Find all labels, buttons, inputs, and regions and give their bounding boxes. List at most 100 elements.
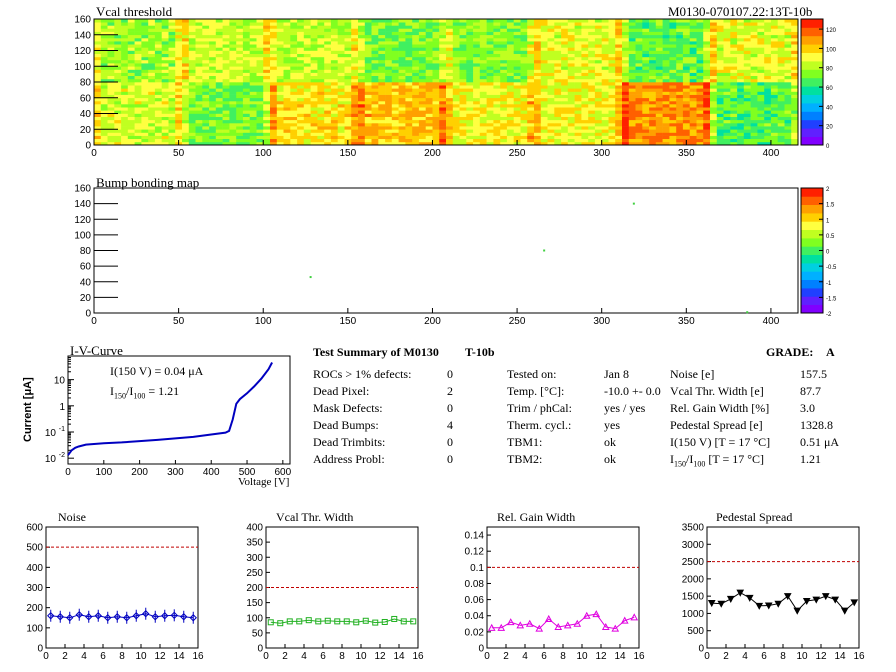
heatmap-cell <box>134 113 142 117</box>
heatmap-cell <box>405 123 413 127</box>
heatmap-cell <box>466 75 474 80</box>
heatmap-cell <box>94 126 102 130</box>
heatmap-cell <box>676 41 684 45</box>
heatmap-cell <box>473 116 481 121</box>
heatmap-cell <box>425 123 433 127</box>
heatmap-cell <box>452 91 460 95</box>
heatmap-cell <box>385 37 393 42</box>
heatmap-cell <box>662 22 670 26</box>
heatmap-cell <box>703 41 711 45</box>
heatmap-cell <box>506 50 514 54</box>
heatmap-cell <box>398 132 406 136</box>
gain-width-point <box>535 624 544 632</box>
heatmap-cell <box>412 119 420 124</box>
heatmap-cell <box>743 34 751 39</box>
heatmap-cell <box>141 53 149 58</box>
heatmap-cell <box>127 123 135 127</box>
heatmap-cell <box>527 119 535 124</box>
heatmap-cell <box>534 138 542 143</box>
heatmap-cell <box>777 113 785 117</box>
heatmap-cell <box>412 107 420 111</box>
heatmap-cell <box>337 28 345 32</box>
heatmap-cell <box>628 119 636 124</box>
heatmap-cell <box>107 119 115 124</box>
heatmap-cell <box>662 41 670 45</box>
heatmap-cell <box>777 119 785 124</box>
heatmap-cell <box>215 78 223 83</box>
heatmap-cell <box>479 104 487 108</box>
heatmap-cell <box>513 66 521 70</box>
heatmap-cell <box>358 28 366 32</box>
heatmap-cell <box>182 66 190 70</box>
heatmap-cell <box>486 129 494 133</box>
vcal-width-point <box>305 617 312 624</box>
heatmap-cell <box>141 107 149 111</box>
heatmap-cell <box>337 97 345 102</box>
heatmap-cell <box>588 94 596 99</box>
heatmap-cell <box>371 66 379 70</box>
heatmap-cell <box>669 19 677 23</box>
heatmap-cell <box>486 50 494 54</box>
heatmap-cell <box>303 72 311 76</box>
heatmap-cell <box>222 75 230 80</box>
heatmap-cell <box>764 63 772 67</box>
heatmap-cell <box>527 25 535 29</box>
heatmap-cell <box>669 75 677 80</box>
heatmap-cell <box>723 135 731 139</box>
bump-color-scale-swatch <box>801 246 823 255</box>
vcal-width-point <box>296 618 303 625</box>
heatmap-cell <box>134 100 142 105</box>
heatmap-cell <box>669 47 677 51</box>
heatmap-cell <box>94 116 102 121</box>
gain-width-title: Rel. Gain Width <box>497 510 576 524</box>
heatmap-cell <box>175 132 183 136</box>
heatmap-cell <box>479 37 487 42</box>
heatmap-cell <box>222 97 230 102</box>
heatmap-cell <box>297 47 305 51</box>
heatmap-cell <box>337 132 345 136</box>
heatmap-cell <box>581 129 589 133</box>
heatmap-cell <box>222 53 230 58</box>
heatmap-cell <box>777 37 785 42</box>
heatmap-cell <box>310 110 318 114</box>
heatmap-cell <box>161 116 169 121</box>
heatmap-cell <box>432 138 440 143</box>
heatmap-cell <box>154 85 162 89</box>
heatmap-cell <box>710 63 718 67</box>
heatmap-cell <box>188 116 196 121</box>
heatmap-cell <box>195 104 203 108</box>
heatmap-cell <box>696 97 704 102</box>
heatmap-cell <box>459 63 467 67</box>
heatmap-cell <box>703 75 711 80</box>
heatmap-cell <box>425 88 433 92</box>
heatmap-cell <box>127 22 135 26</box>
bump-y-tick-label: 120 <box>74 215 91 226</box>
heatmap-cell <box>148 135 156 139</box>
heatmap-cell <box>236 78 244 83</box>
heatmap-cell <box>540 110 548 114</box>
heatmap-cell <box>635 100 643 105</box>
heatmap-cell <box>520 28 528 32</box>
heatmap-cell <box>154 113 162 117</box>
heatmap-cell <box>385 50 393 54</box>
heatmap-cell <box>127 56 135 61</box>
heatmap-cell <box>195 34 203 39</box>
heatmap-cell <box>784 41 792 45</box>
heatmap-cell <box>148 69 156 73</box>
heatmap-cell <box>222 31 230 36</box>
heatmap-cell <box>594 22 602 26</box>
heatmap-cell <box>398 25 406 29</box>
heatmap-cell <box>290 119 298 124</box>
heatmap-cell <box>107 19 115 23</box>
heatmap-cell <box>209 34 217 39</box>
heatmap-cell <box>148 116 156 121</box>
heatmap-cell <box>215 63 223 67</box>
heatmap-cell <box>310 72 318 76</box>
heatmap-cell <box>662 56 670 61</box>
heatmap-cell <box>202 104 210 108</box>
heatmap-cell <box>554 119 562 124</box>
bump-color-scale-swatch <box>801 304 823 314</box>
heatmap-cell <box>642 113 650 117</box>
noise-y-tick-label: 500 <box>26 543 43 554</box>
heatmap-cell <box>398 75 406 80</box>
